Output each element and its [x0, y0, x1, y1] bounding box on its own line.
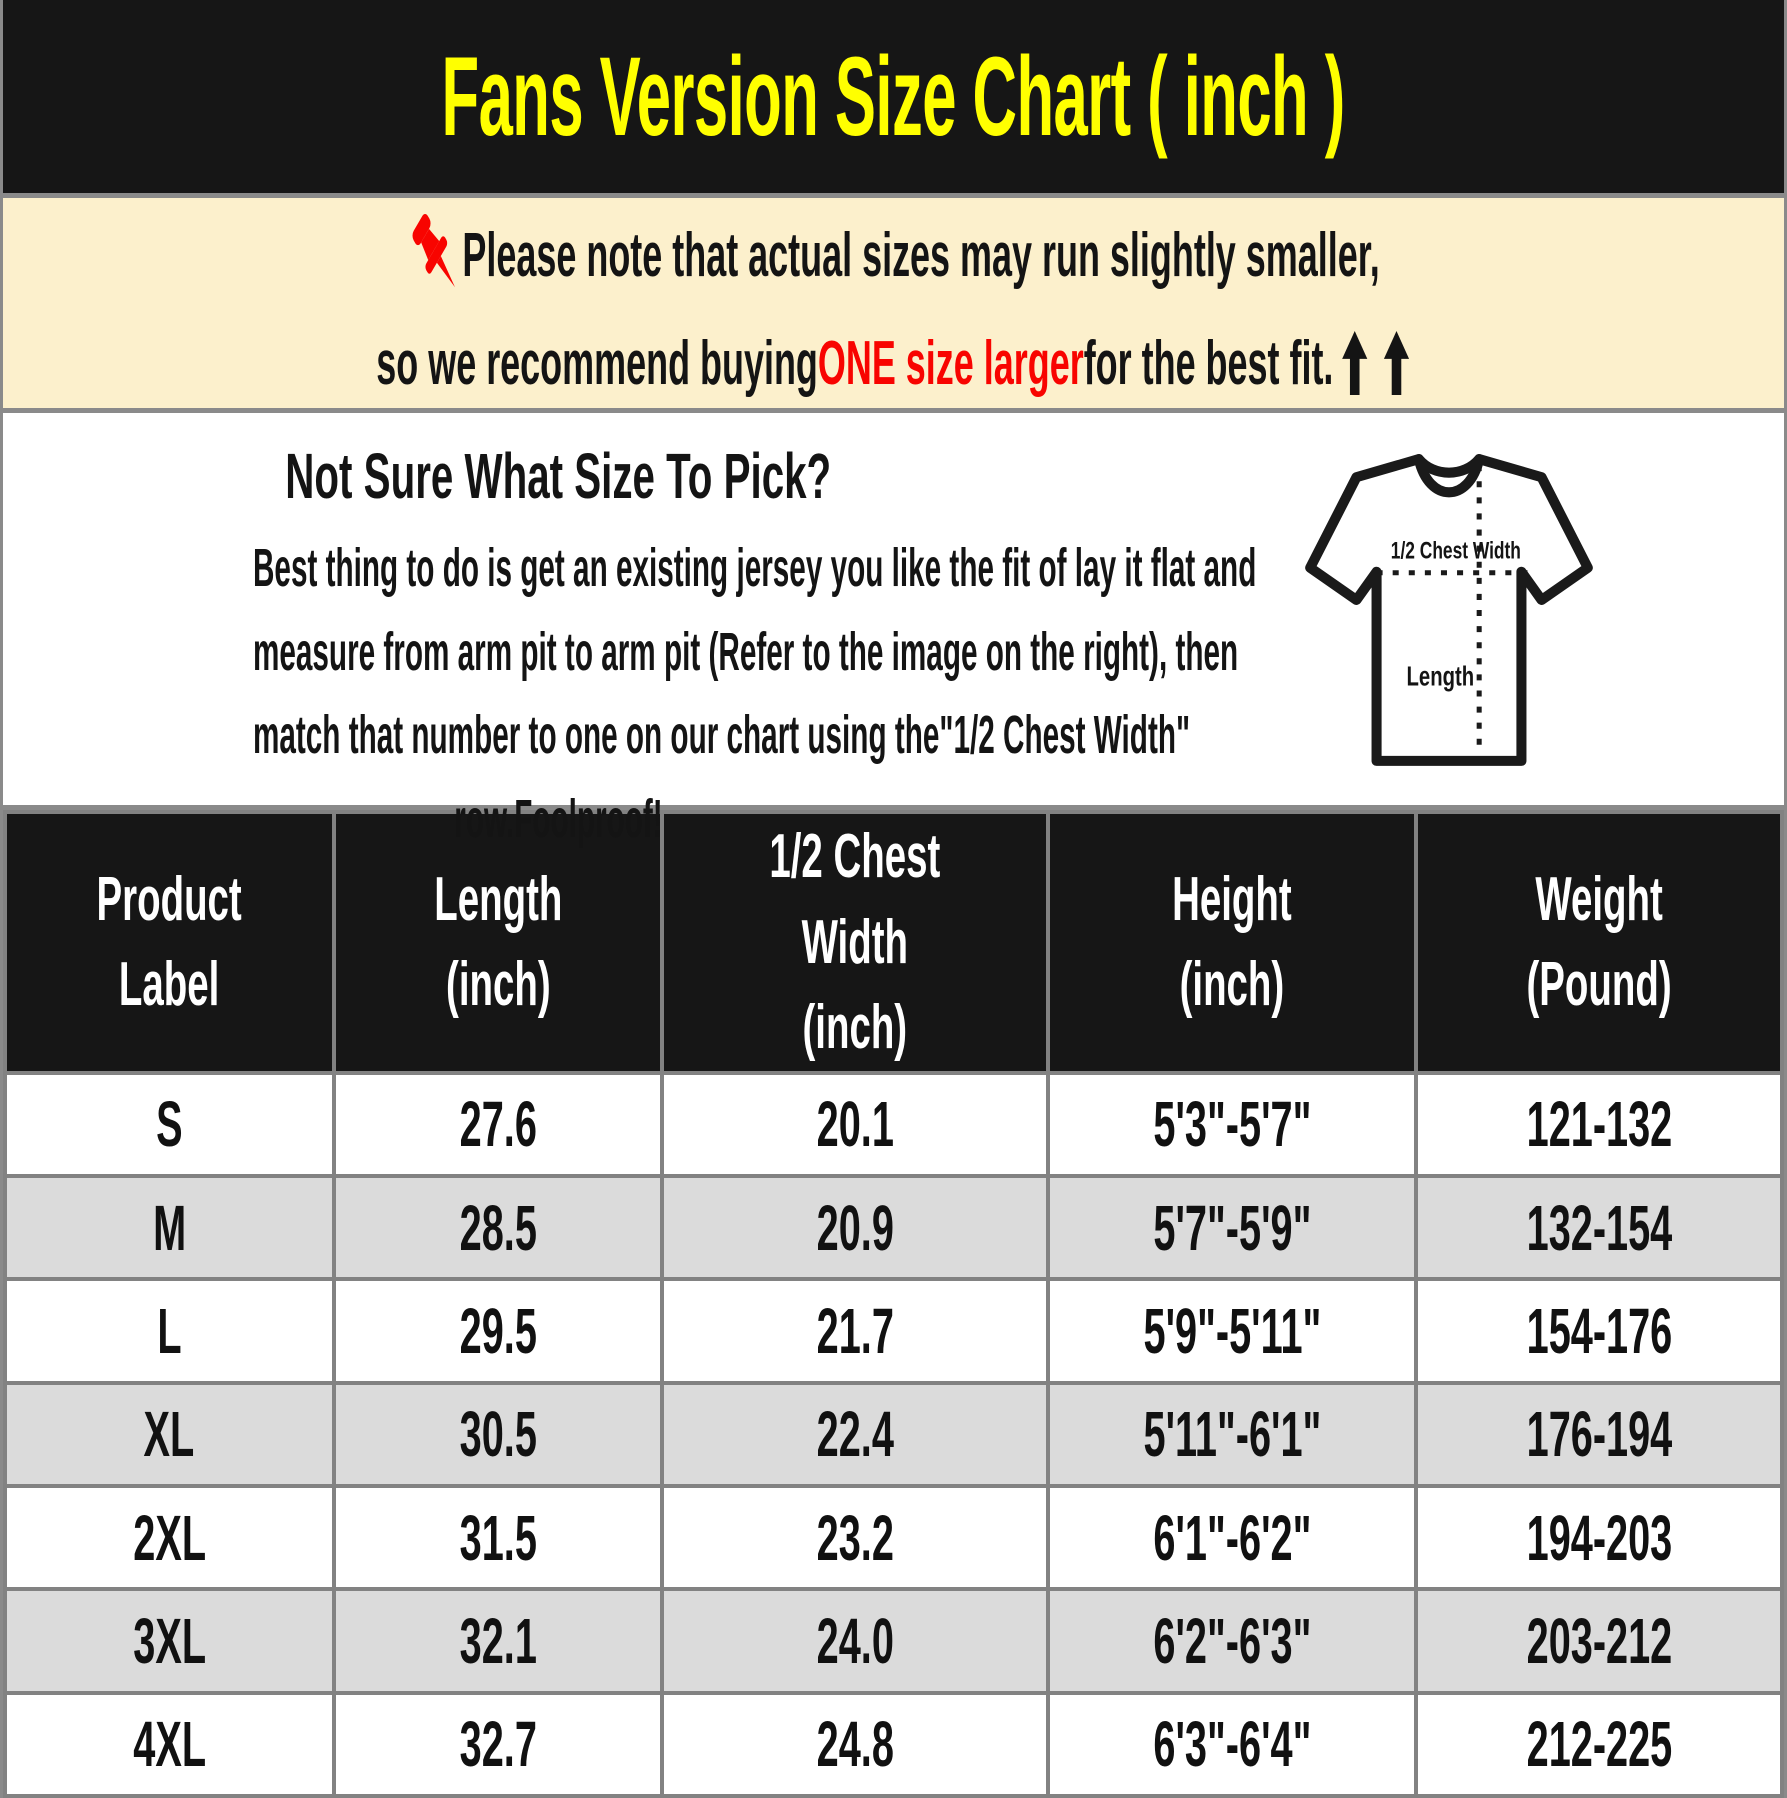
cell-length: 32.7 [331, 1690, 665, 1798]
note-line-1: Please note that actual sizes may run sl… [408, 208, 1380, 304]
size-help-section: Not Sure What Size To Pick? Best thing t… [3, 413, 1784, 849]
size-table: Product Label Length (inch) 1/2 Chest Wi… [3, 810, 1784, 1798]
cell-label: L [3, 1277, 336, 1385]
cell-height: 5'7"-5'9" [1046, 1173, 1418, 1282]
size-table-wrap: Product Label Length (inch) 1/2 Chest Wi… [3, 805, 1784, 1798]
col-header-text: Product Label [96, 864, 242, 1020]
note-text-1: Please note that actual sizes may run sl… [462, 221, 1380, 290]
cell-height: 5'3"-5'7" [1046, 1070, 1418, 1178]
cell-half-chest: 24.8 [660, 1690, 1051, 1798]
cell-half-chest: 20.1 [660, 1070, 1051, 1178]
cell-weight: 194-203 [1413, 1483, 1784, 1592]
table-row-3xl: 3XL 32.1 24.0 6'2"-6'3" 203-212 [3, 1587, 1784, 1695]
cell-height: 5'11"-6'1" [1046, 1380, 1418, 1488]
cell-weight: 203-212 [1413, 1587, 1784, 1695]
table-row-s: S 27.6 20.1 5'3"-5'7" 121-132 [3, 1070, 1784, 1178]
tshirt-diagram-icon: 1/2 Chest Width Length [1305, 454, 1593, 766]
cell-half-chest: 22.4 [660, 1380, 1051, 1488]
size-help-body-line: measure from arm pit to arm pit (Refer t… [252, 621, 1239, 682]
cell-half-chest: 20.9 [660, 1173, 1051, 1282]
cell-weight: 212-225 [1413, 1690, 1784, 1798]
cell-label: XL [3, 1380, 336, 1488]
cell-length: 27.6 [331, 1070, 665, 1178]
up-arrow-icon [1384, 331, 1410, 395]
divider [3, 193, 1784, 198]
cell-label: M [3, 1173, 336, 1282]
size-help-body-line: row.Foolproof! [454, 789, 663, 850]
col-header-half-chest: 1/2 Chest Width (inch) [660, 810, 1051, 1075]
table-header-row: Product Label Length (inch) 1/2 Chest Wi… [3, 810, 1784, 1075]
size-help-text: Not Sure What Size To Pick? Best thing t… [3, 413, 1256, 849]
chest-width-label: 1/2 Chest Width [1391, 538, 1521, 564]
cell-half-chest: 23.2 [660, 1483, 1051, 1592]
col-header-text: Height (inch) [1172, 864, 1292, 1020]
size-help-body-line: Best thing to do is get an existing jers… [252, 538, 1257, 598]
cell-weight: 121-132 [1413, 1070, 1784, 1178]
col-header-product-label: Product Label [3, 810, 336, 1075]
cell-height: 6'1"-6'2" [1046, 1483, 1418, 1592]
note-banner: Please note that actual sizes may run sl… [3, 198, 1784, 408]
size-help-body-line: match that number to one on our chart us… [252, 705, 1191, 766]
note-line-2: so we recommend buying ONE size larger f… [377, 328, 1411, 399]
cell-weight: 132-154 [1413, 1173, 1784, 1282]
cell-half-chest: 21.7 [660, 1277, 1051, 1385]
col-header-height: Height (inch) [1046, 810, 1418, 1075]
cell-half-chest: 24.0 [660, 1587, 1051, 1695]
cell-height: 5'9"-5'11" [1046, 1277, 1418, 1385]
pushpin-icon [412, 213, 455, 287]
cell-height: 6'2"-6'3" [1046, 1587, 1418, 1695]
cell-label: 2XL [3, 1483, 336, 1592]
size-help-body: Best thing to do is get an existing jers… [3, 527, 1257, 862]
page-title: Fans Version Size Chart ( inch ) [441, 34, 1346, 159]
table-row-xl: XL 30.5 22.4 5'11"-6'1" 176-194 [3, 1380, 1784, 1488]
cell-height: 6'3"-6'4" [1046, 1690, 1418, 1798]
col-header-text: Weight (Pound) [1526, 864, 1672, 1020]
cell-label: S [3, 1070, 336, 1178]
col-header-weight: Weight (Pound) [1413, 810, 1784, 1075]
length-label: Length [1407, 661, 1475, 692]
divider [3, 408, 1784, 413]
note-text-2-prefix: so we recommend buying [376, 328, 819, 398]
table-row-2xl: 2XL 31.5 23.2 6'1"-6'2" 194-203 [3, 1483, 1784, 1592]
table-row-4xl: 4XL 32.7 24.8 6'3"-6'4" 212-225 [3, 1690, 1784, 1798]
up-arrow-icon [1342, 331, 1368, 395]
cell-length: 30.5 [331, 1380, 665, 1488]
col-header-text: 1/2 Chest Width (inch) [769, 822, 941, 1063]
col-header-text: Length (inch) [434, 864, 563, 1020]
cell-length: 31.5 [331, 1483, 665, 1592]
cell-label: 3XL [3, 1587, 336, 1695]
cell-length: 29.5 [331, 1277, 665, 1385]
cell-label: 4XL [3, 1690, 336, 1798]
col-header-length: Length (inch) [331, 810, 665, 1075]
cell-length: 28.5 [331, 1173, 665, 1282]
title-bar: Fans Version Size Chart ( inch ) [3, 0, 1784, 193]
cell-length: 32.1 [331, 1587, 665, 1695]
table-row-l: L 29.5 21.7 5'9"-5'11" 154-176 [3, 1277, 1784, 1385]
table-row-m: M 28.5 20.9 5'7"-5'9" 132-154 [3, 1173, 1784, 1282]
note-text-2-highlight: ONE size larger [818, 328, 1085, 398]
note-text-2-suffix: for the best fit. [1084, 328, 1334, 398]
cell-weight: 176-194 [1413, 1380, 1784, 1488]
tshirt-measurement-diagram: 1/2 Chest Width Length [1114, 413, 1784, 805]
size-help-heading: Not Sure What Size To Pick? [285, 440, 832, 512]
cell-weight: 154-176 [1413, 1277, 1784, 1385]
